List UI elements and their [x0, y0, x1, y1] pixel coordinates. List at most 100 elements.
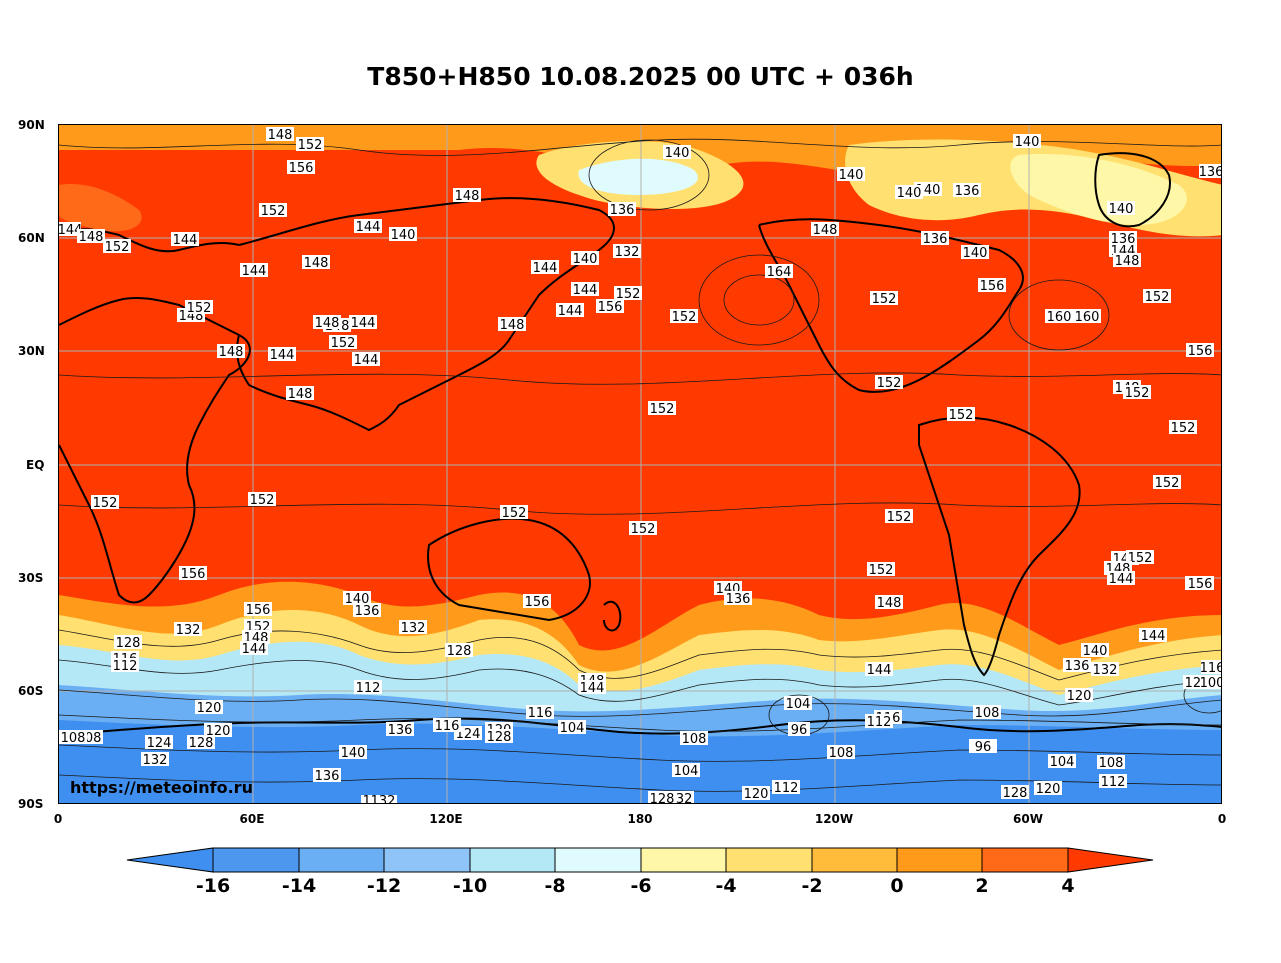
lon-label-120e: 120E [429, 812, 463, 826]
contour-label: 160 [1045, 309, 1073, 325]
svg-text:100: 100 [1200, 676, 1222, 691]
contour-label: 156 [978, 278, 1006, 294]
lat-label-eq: EQ [26, 458, 45, 472]
contour-label: 128 [485, 729, 513, 745]
svg-text:112: 112 [1101, 775, 1126, 790]
contour-label: 144 [865, 662, 893, 678]
svg-text:152: 152 [1145, 290, 1170, 305]
svg-text:140: 140 [391, 228, 416, 243]
contour-label: 136 [1199, 164, 1222, 180]
svg-text:144: 144 [351, 316, 376, 331]
contour-label: 108 [59, 730, 87, 746]
contour-label: 128 [187, 735, 215, 751]
colorbar-label: 4 [1061, 875, 1075, 897]
svg-text:96: 96 [791, 723, 808, 738]
contour-label: 116 [1200, 660, 1221, 676]
svg-text:152: 152 [502, 506, 527, 521]
svg-text:132: 132 [176, 623, 201, 638]
svg-text:152: 152 [672, 310, 697, 325]
svg-text:148: 148 [813, 223, 838, 238]
contour-label: 164 [765, 264, 793, 280]
svg-text:120: 120 [1067, 689, 1092, 704]
colorbar-swatch [469, 847, 556, 873]
contour-label: 156 [523, 594, 551, 610]
contour-label: 148 [875, 595, 903, 611]
contour-label: 144 [349, 315, 377, 331]
contour-label: 112 [865, 714, 893, 730]
svg-text:144: 144 [1109, 572, 1134, 587]
contour-label: 156 [179, 566, 207, 582]
svg-text:136: 136 [726, 592, 751, 607]
colorbar-label: -14 [281, 875, 317, 897]
svg-text:128: 128 [487, 730, 512, 745]
contour-label: 156 [287, 160, 315, 176]
colorbar-label: -8 [544, 875, 566, 897]
lat-label-30s: 30S [18, 571, 44, 585]
svg-text:120: 120 [1036, 782, 1061, 797]
svg-text:152: 152 [1128, 551, 1153, 566]
contour-label: 148 [453, 188, 481, 204]
contour-label: 152 [103, 239, 131, 255]
svg-text:144: 144 [533, 261, 558, 276]
contour-label: 140 [389, 227, 417, 243]
contour-label: 144 [1107, 571, 1135, 587]
svg-text:136: 136 [1199, 165, 1222, 180]
contour-label: 152 [296, 137, 324, 153]
contour-label: 120 [1065, 688, 1093, 704]
contour-label: 108 [827, 745, 855, 761]
temperature-map: 148 152 156 148 152 144 148 152 144 144 … [59, 125, 1222, 803]
colorbar-swatch [383, 847, 471, 873]
geopotential-contours [59, 138, 1221, 792]
svg-text:144: 144 [867, 663, 892, 678]
svg-text:152: 152 [105, 240, 130, 255]
lon-label-180: 180 [627, 812, 653, 826]
svg-text:140: 140 [341, 746, 366, 761]
svg-text:144: 144 [356, 220, 381, 235]
contour-label: 152 [870, 291, 898, 307]
colorbar-label: -10 [452, 875, 488, 897]
svg-text:148: 148 [304, 256, 329, 271]
contour-label: 156 [1186, 343, 1214, 359]
svg-text:144: 144 [59, 223, 82, 238]
colorbar [126, 847, 1154, 873]
svg-text:152: 152 [631, 522, 656, 537]
contour-label: 152 [867, 562, 895, 578]
map-panel: 148 152 156 148 152 144 148 152 144 144 … [58, 124, 1222, 804]
colorbar-label: -2 [801, 875, 823, 897]
contour-label: 136 [313, 768, 341, 784]
contour-label: 116 [433, 718, 461, 734]
svg-text:156: 156 [525, 595, 550, 610]
watermark: https://meteoinfo.ru [70, 778, 253, 797]
svg-text:148: 148 [219, 345, 244, 360]
contour-label: 148 [498, 317, 526, 333]
svg-text:140: 140 [573, 252, 598, 267]
svg-text:128: 128 [116, 636, 141, 651]
svg-text:140: 140 [665, 146, 690, 161]
contour-label: 112 [772, 780, 800, 796]
colorbar-arrow-low [126, 847, 214, 873]
svg-text:152: 152 [187, 301, 212, 316]
contour-label: 140 [961, 245, 989, 261]
colorbar-label: -12 [366, 875, 402, 897]
colorbar-swatch [554, 847, 642, 873]
contour-label: 136 [953, 183, 981, 199]
colorbar-label: -16 [195, 875, 231, 897]
contour-label: 152 [670, 309, 698, 325]
svg-text:152: 152 [1125, 386, 1150, 401]
contour-label: 152 [947, 407, 975, 423]
lat-label-60s: 60S [18, 684, 44, 698]
svg-text:128: 128 [447, 644, 472, 659]
contour-label: 120 [742, 786, 770, 802]
contour-label: 140 [1013, 134, 1041, 150]
contour-label: 104 [1048, 754, 1076, 770]
svg-text:136: 136 [315, 769, 340, 784]
contour-label: 144 [578, 680, 606, 696]
svg-text:152: 152 [616, 287, 641, 302]
colorbar-swatch [640, 847, 727, 873]
contour-label: 144 [556, 303, 584, 319]
contour-label: 112 [1099, 774, 1127, 790]
svg-text:140: 140 [1015, 135, 1040, 150]
lon-label-0-west: 0 [53, 812, 63, 826]
colorbar-arrow-high [1067, 847, 1154, 873]
contour-label: 160 [1073, 309, 1101, 325]
